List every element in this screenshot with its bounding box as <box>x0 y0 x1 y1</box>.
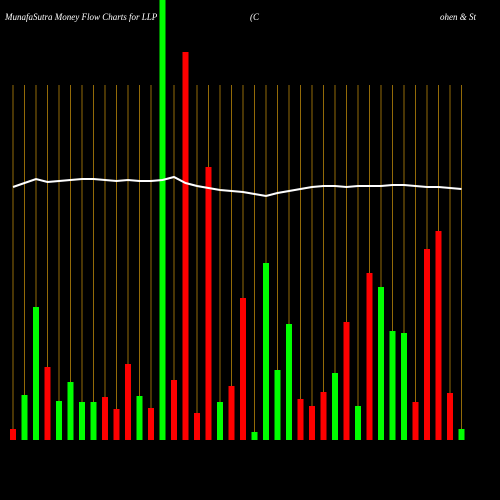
bar <box>159 0 166 440</box>
bar <box>424 249 430 440</box>
chart-title-part: (C <box>250 12 260 22</box>
bar <box>309 406 315 440</box>
bar <box>447 393 453 440</box>
bar <box>136 396 143 440</box>
bar <box>274 370 281 440</box>
bar <box>102 397 108 440</box>
bar <box>251 432 258 440</box>
bar <box>113 409 120 440</box>
bar <box>33 307 39 440</box>
bar <box>412 402 419 440</box>
bar <box>343 322 350 440</box>
bar <box>378 287 384 440</box>
bar <box>79 402 85 440</box>
bar <box>10 429 16 440</box>
bar <box>366 273 373 440</box>
bar <box>171 380 177 440</box>
chart-title-part: ohen & St <box>440 12 476 22</box>
chart-title: MunafaSutra Money Flow Charts for LLP <box>4 12 158 22</box>
bar <box>240 298 246 440</box>
bar <box>435 231 442 440</box>
bar <box>90 402 97 440</box>
bar <box>125 364 131 440</box>
bar <box>458 429 465 440</box>
bar <box>297 399 304 440</box>
bar <box>44 367 51 440</box>
bar <box>332 373 338 440</box>
bar <box>194 413 200 440</box>
bar <box>320 392 327 440</box>
money-flow-line <box>12 175 462 198</box>
bar <box>67 382 74 440</box>
bar <box>56 401 62 440</box>
bar <box>263 263 269 440</box>
bar <box>389 331 396 440</box>
bar <box>182 52 189 440</box>
bar <box>401 333 407 440</box>
bar <box>205 167 212 440</box>
bar <box>228 386 235 440</box>
bar <box>286 324 292 440</box>
bar <box>217 402 223 440</box>
bar <box>148 408 154 440</box>
bar <box>21 395 28 440</box>
bar <box>355 406 361 440</box>
